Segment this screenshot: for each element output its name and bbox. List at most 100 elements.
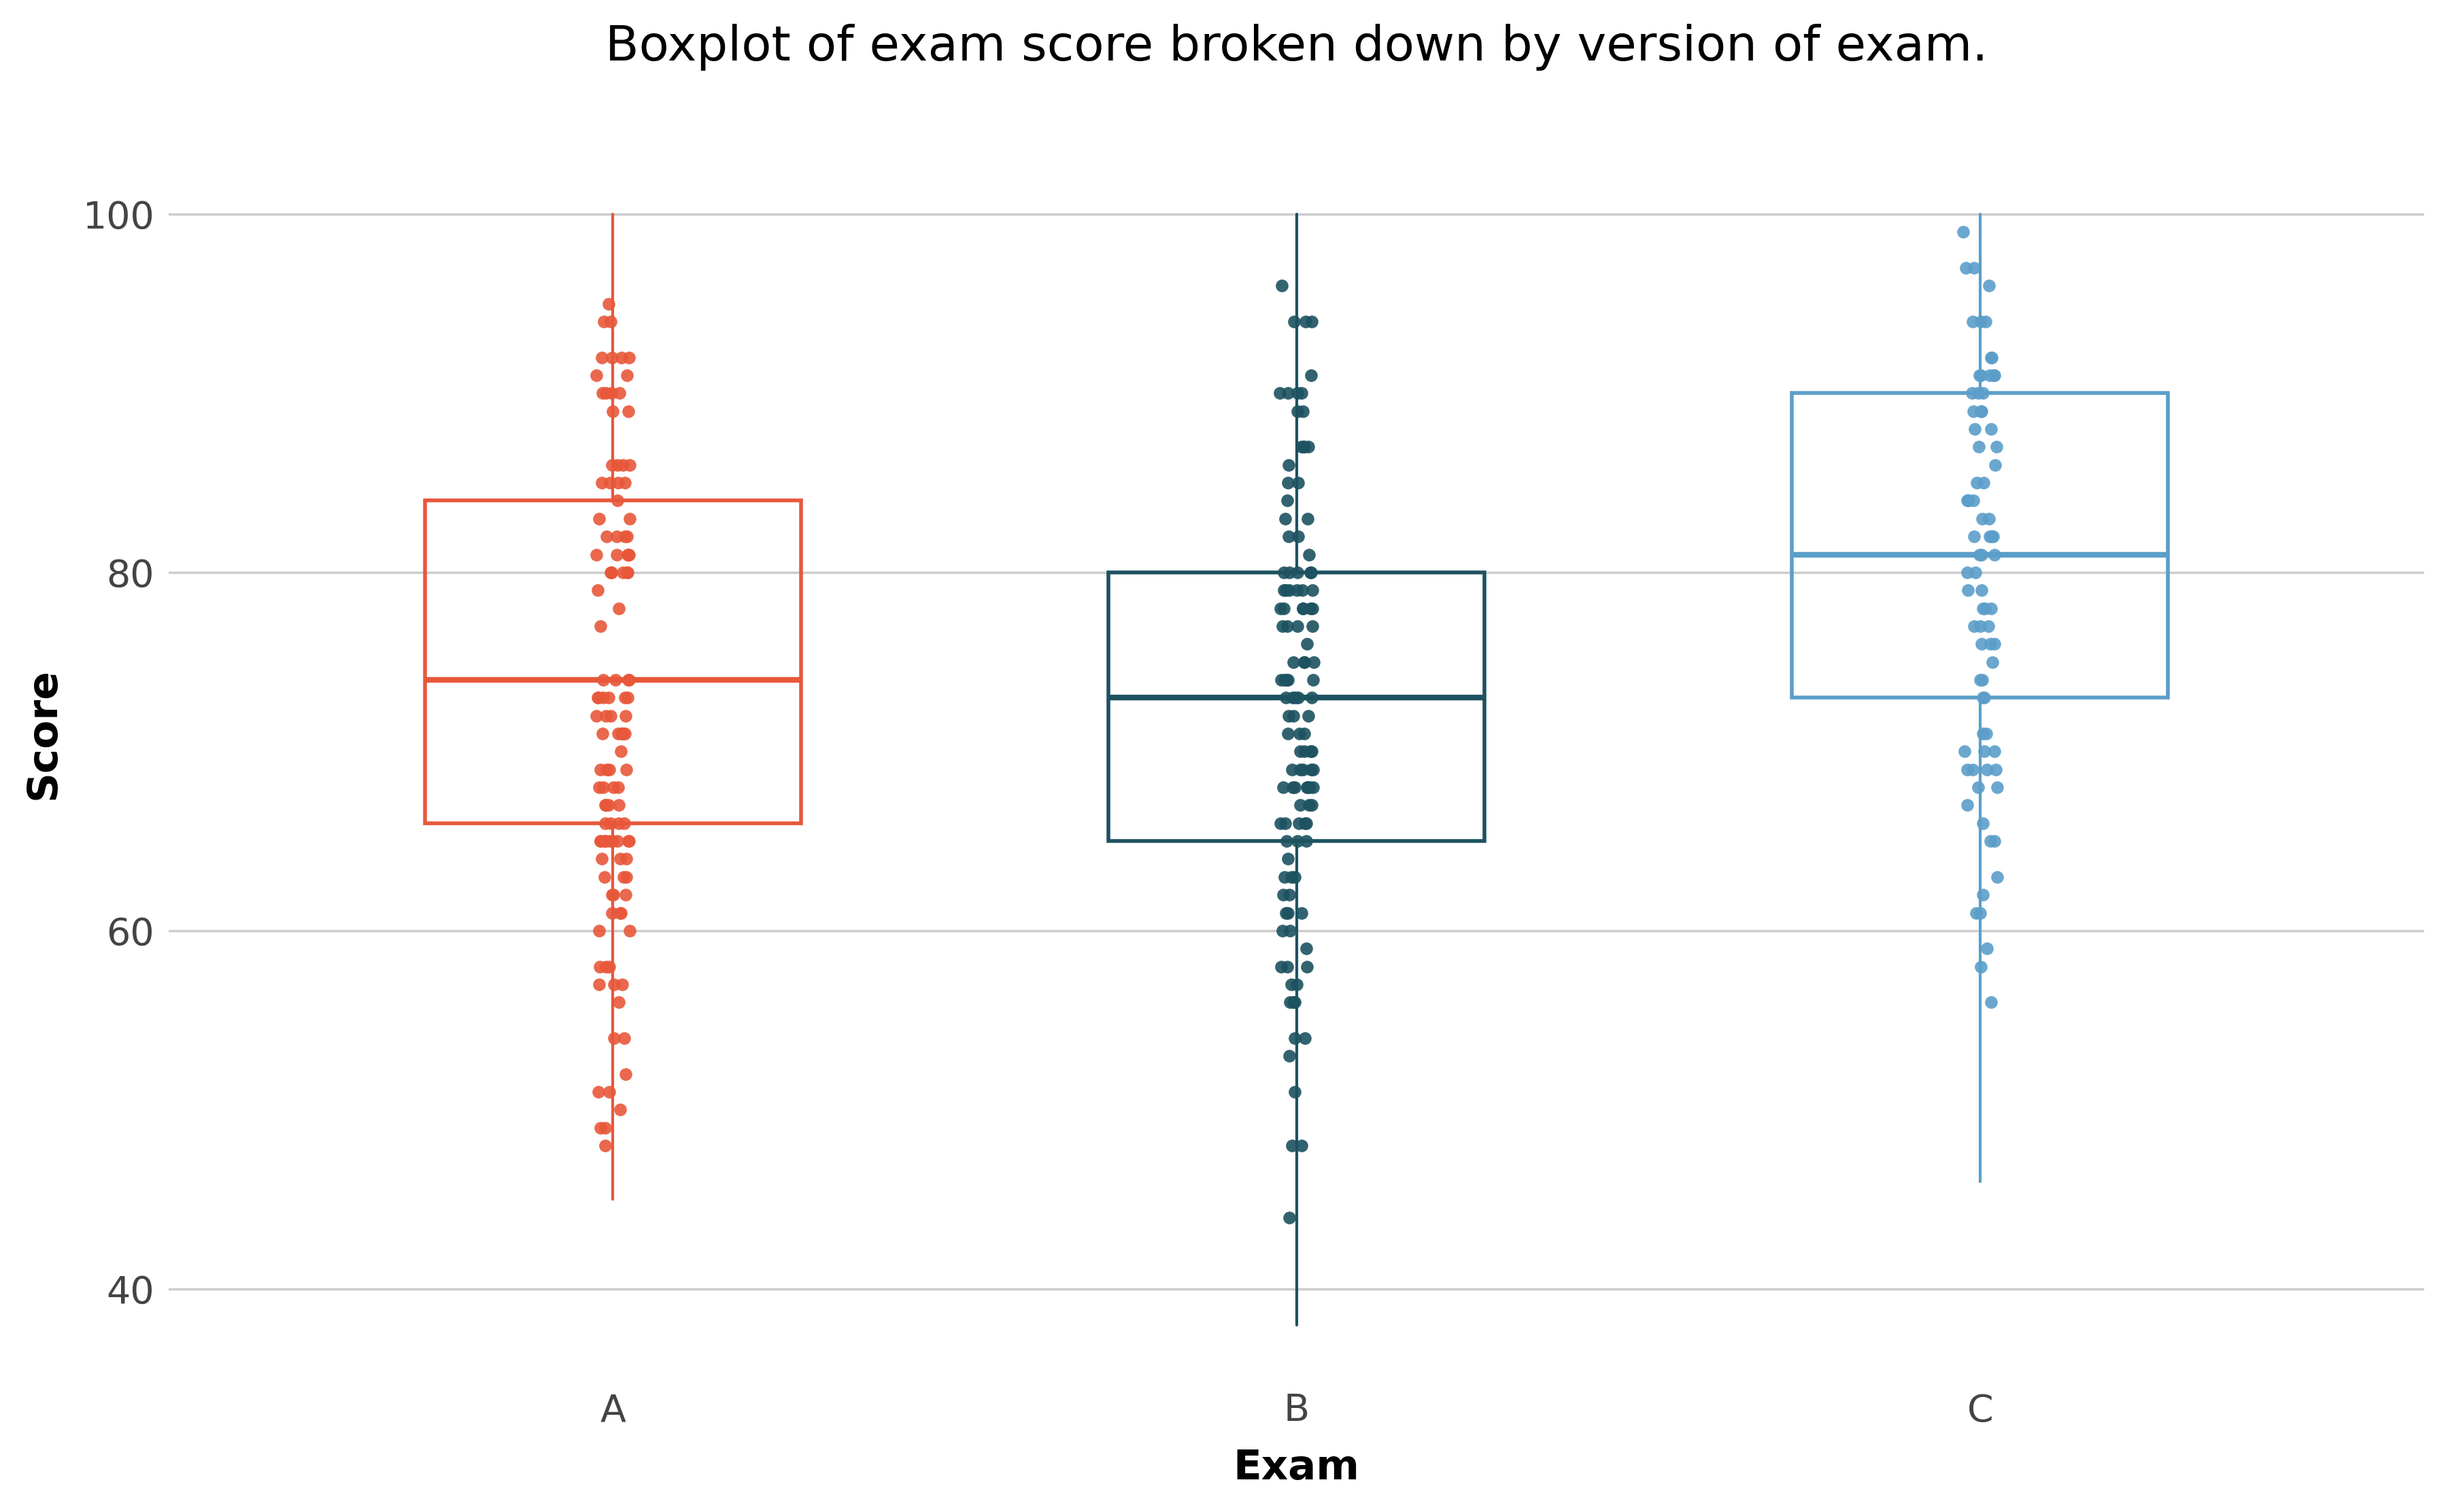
Point [1261,381,1300,405]
Point [600,721,639,745]
Point [1261,596,1300,620]
Point [1266,507,1305,531]
Point [592,829,632,853]
Point [602,721,641,745]
Point [585,810,624,835]
Point [1976,758,2015,782]
Point [1263,883,1302,907]
Point [1949,488,1988,513]
Point [583,381,622,405]
Point [1271,1043,1310,1067]
Point [1278,399,1317,423]
Point [1949,794,1988,818]
Point [583,847,622,871]
Point [1978,776,2017,800]
Point [1271,1205,1310,1229]
Point [578,1080,617,1104]
Point [580,507,619,531]
Point [1293,614,1332,638]
Point [1275,990,1315,1015]
Point [1273,865,1312,889]
Point [1971,525,2010,549]
Point [1268,668,1307,692]
Point [1966,310,2005,334]
Point [583,685,622,709]
Point [1293,739,1332,764]
Point [1278,614,1317,638]
Point [590,470,629,494]
Point [1280,721,1319,745]
Point [1290,561,1329,585]
Point [602,561,641,585]
Point [590,829,629,853]
Point [1949,561,1988,585]
Point [592,561,632,585]
Point [1285,435,1324,460]
Point [1293,794,1332,818]
Point [1961,543,2000,567]
Point [1958,435,1998,460]
Title: Boxplot of exam score broken down by version of exam.: Boxplot of exam score broken down by ver… [605,24,1988,71]
Point [1961,399,2000,423]
Point [585,829,624,853]
Point [588,525,627,549]
Point [578,543,617,567]
Point [1266,685,1305,709]
Point [600,901,639,925]
Point [1973,525,2012,549]
Point [592,561,632,585]
Point [1263,274,1302,298]
Point [610,543,649,567]
Point [1285,721,1324,745]
Point [1273,685,1312,709]
Point [1273,776,1312,800]
Point [1288,776,1327,800]
Point [1293,310,1332,334]
Point [1949,758,1988,782]
Point [610,543,649,567]
Point [580,972,619,996]
Point [1946,739,1985,764]
Point [1976,739,2015,764]
Point [597,543,636,567]
Point [1263,919,1302,943]
Point [605,1027,644,1051]
Point [1283,901,1322,925]
Point [1288,776,1327,800]
Point [578,685,617,709]
Point [1268,954,1307,978]
Point [1954,525,1993,549]
Bar [426,500,800,823]
Point [585,1134,624,1158]
Point [1954,256,1993,280]
Point [1968,614,2007,638]
Point [595,668,634,692]
Point [1963,810,2002,835]
Point [590,292,629,316]
Point [1956,561,1995,585]
Point [1280,810,1319,835]
Point [1283,435,1322,460]
Point [595,1027,634,1051]
Point [1293,668,1332,692]
Point [1976,632,2015,656]
Point [605,721,644,745]
Point [1271,578,1310,602]
Point [595,776,634,800]
Point [1271,990,1310,1015]
Point [600,794,639,818]
Point [590,810,629,835]
Point [1283,435,1322,460]
Point [1963,883,2002,907]
Point [1961,363,2000,387]
Point [1268,703,1307,727]
Point [1971,829,2010,853]
Point [607,865,646,889]
Point [588,703,627,727]
Point [1273,972,1312,996]
Point [1266,865,1305,889]
Point [1288,829,1327,853]
Point [1271,919,1310,943]
Point [1295,758,1334,782]
Point [580,1116,619,1140]
